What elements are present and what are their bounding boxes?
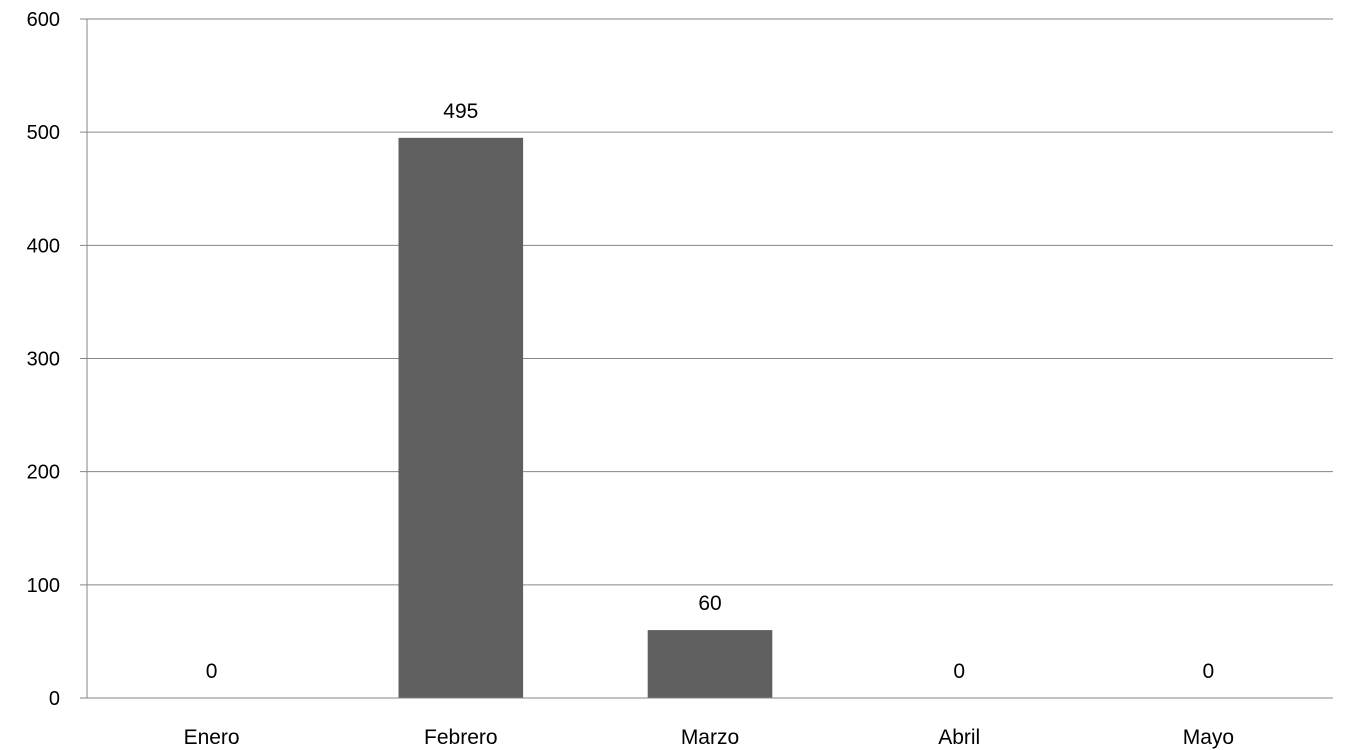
- x-category-label: Febrero: [424, 726, 498, 749]
- y-tick-label: 100: [27, 575, 60, 597]
- gridlines: [80, 18, 1333, 586]
- data-label-marzo: 60: [698, 592, 721, 615]
- y-tick-label: 500: [27, 122, 60, 144]
- axes: [80, 19, 1333, 699]
- y-tick-label: 400: [27, 235, 60, 257]
- x-category-label: Mayo: [1183, 726, 1234, 749]
- bars: [398, 137, 773, 698]
- x-category-labels: Enero Febrero Marzo Abril Mayo: [184, 726, 1235, 749]
- bar-febrero: [398, 137, 524, 698]
- data-label-enero: 0: [206, 660, 218, 683]
- data-label-febrero: 495: [443, 100, 478, 123]
- y-tick-label: 0: [49, 688, 60, 710]
- data-label-mayo: 0: [1203, 660, 1215, 683]
- y-tick-label: 300: [27, 349, 60, 371]
- data-label-abril: 0: [953, 660, 965, 683]
- y-tick-labels: 0 100 200 300 400 500 600: [27, 9, 60, 710]
- bar-marzo: [647, 630, 773, 698]
- x-category-label: Marzo: [681, 726, 739, 749]
- x-category-label: Abril: [938, 726, 980, 749]
- y-tick-label: 600: [27, 9, 60, 31]
- data-labels: 0 495 60 0 0: [206, 100, 1214, 683]
- x-category-label: Enero: [184, 726, 240, 749]
- y-tick-label: 200: [27, 462, 60, 484]
